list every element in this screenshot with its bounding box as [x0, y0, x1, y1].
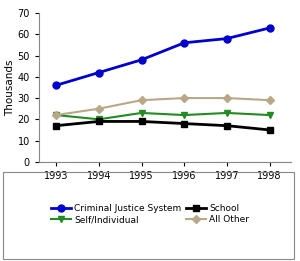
- Y-axis label: Thousands: Thousands: [5, 59, 15, 116]
- Legend: Criminal Justice System, Self/Individual, School, All Other: Criminal Justice System, Self/Individual…: [48, 201, 252, 227]
